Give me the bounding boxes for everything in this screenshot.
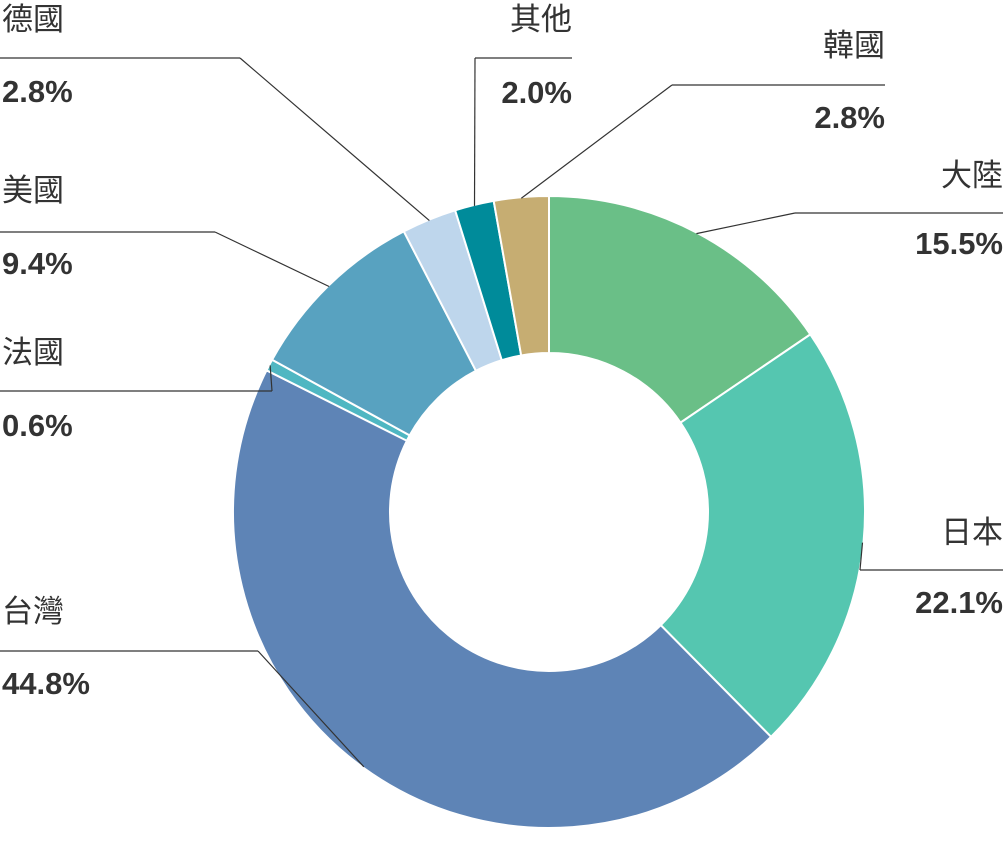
leader-line bbox=[696, 212, 796, 235]
slice-name: 大陸 bbox=[941, 158, 1003, 193]
slice-value-label: 9.4% bbox=[2, 246, 73, 281]
donut-slice bbox=[232, 368, 773, 829]
donut-slice bbox=[659, 332, 866, 739]
leader-line bbox=[269, 365, 273, 392]
slice-value-label: 2.8% bbox=[2, 74, 73, 109]
donut-slice bbox=[492, 194, 550, 357]
slice-name: 德國 bbox=[2, 2, 64, 37]
slice-name: 其他 bbox=[510, 2, 572, 37]
slice-name: 日本 bbox=[941, 515, 1003, 550]
slice-name: 韓國 bbox=[823, 28, 885, 63]
slice-value-label: 15.5% bbox=[915, 226, 1003, 261]
slice-value-label: 22.1% bbox=[915, 585, 1003, 620]
leader-line bbox=[214, 231, 330, 288]
slice-value-label: 2.8% bbox=[814, 100, 885, 135]
leader-line bbox=[859, 542, 864, 571]
leader-line bbox=[239, 57, 430, 222]
leader-line bbox=[520, 84, 673, 199]
donut-slice bbox=[548, 194, 812, 425]
slice-value-label: 0.6% bbox=[2, 408, 73, 443]
slice-value-label: 44.8% bbox=[2, 666, 90, 701]
slice-name: 美國 bbox=[2, 173, 64, 208]
slice-name: 台灣 bbox=[2, 594, 64, 629]
slice-name: 法國 bbox=[2, 335, 64, 370]
slice-value-label: 2.0% bbox=[501, 75, 572, 110]
leader-line bbox=[257, 650, 365, 768]
